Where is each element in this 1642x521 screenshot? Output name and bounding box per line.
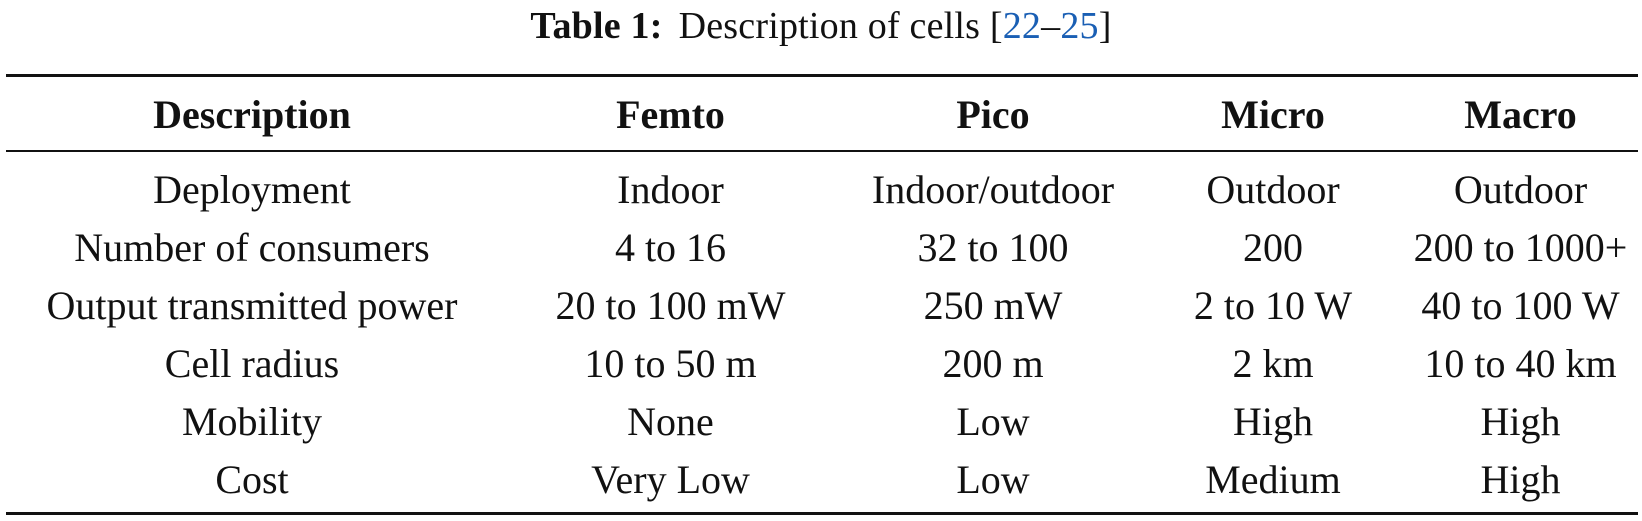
table-cell: 200	[1243, 224, 1303, 270]
table-row: Output transmitted power 20 to 100 mW 25…	[6, 276, 1638, 334]
table-cell: 250 mW	[923, 282, 1063, 328]
table-cell: Medium	[1205, 456, 1341, 502]
column-header-description: Description	[153, 91, 351, 137]
column-header-pico: Pico	[956, 91, 1030, 137]
column-header-micro: Micro	[1221, 91, 1325, 137]
table-cell: 10 to 50 m	[584, 340, 757, 386]
table-row: Deployment Indoor Indoor/outdoor Outdoor…	[6, 160, 1638, 218]
header-row: Description Femto Pico Micro Macro	[6, 80, 1638, 148]
column-header-macro: Macro	[1464, 91, 1577, 137]
table-cell: 200 to 1000+	[1413, 224, 1628, 270]
table-cell: 32 to 100	[917, 224, 1069, 270]
table-cell: 10 to 40 km	[1424, 340, 1617, 386]
table-cell: Outdoor	[1206, 166, 1340, 212]
table-cell: 2 km	[1232, 340, 1314, 386]
table-cell: High	[1480, 398, 1561, 444]
table-cell: 40 to 100 W	[1421, 282, 1620, 328]
table-cell: High	[1480, 456, 1561, 502]
table-body: Deployment Indoor Indoor/outdoor Outdoor…	[6, 160, 1638, 508]
table-cell: Low	[956, 456, 1030, 502]
table-cell: 2 to 10 W	[1193, 282, 1353, 328]
table-cell: Number of consumers	[74, 224, 430, 270]
table-cell: Very Low	[591, 456, 750, 502]
table-row: Number of consumers 4 to 16 32 to 100 20…	[6, 218, 1638, 276]
table-cell: High	[1233, 398, 1313, 444]
table-bottom-rule	[6, 512, 1638, 515]
table-row: Cost Very Low Low Medium High	[6, 450, 1638, 508]
table-cell: Deployment	[153, 166, 351, 212]
table-cell: Outdoor	[1453, 166, 1588, 212]
reference-link-22[interactable]: 22	[1002, 5, 1042, 47]
table-cell: Indoor/outdoor	[871, 166, 1115, 212]
column-header-femto: Femto	[616, 91, 725, 137]
table-cell: Low	[956, 398, 1030, 444]
table-caption: Table 1: Description of cells [22–25]	[0, 0, 1642, 52]
table-cell: Cost	[215, 456, 289, 502]
table-cell: Cell radius	[164, 340, 340, 386]
table-cell: Mobility	[181, 398, 323, 444]
table-caption-label: Table 1:	[530, 5, 663, 47]
table-cell: 200 m	[942, 340, 1044, 386]
table-top-rule	[6, 74, 1638, 77]
table-cell: Indoor	[617, 166, 724, 212]
reference-link-25[interactable]: 25	[1060, 5, 1099, 47]
table-header: Description Femto Pico Micro Macro	[6, 80, 1638, 148]
table-cell: None	[627, 398, 714, 444]
table-header-rule	[6, 150, 1638, 152]
table-cell: Output transmitted power	[46, 282, 458, 328]
table-cell: 20 to 100 mW	[555, 282, 786, 328]
table-caption-text: Description of cells [	[678, 5, 1003, 47]
table-cell: 4 to 16	[614, 224, 727, 270]
table-row: Cell radius 10 to 50 m 200 m 2 km 10 to …	[6, 334, 1638, 392]
reference-dash: –	[1041, 5, 1061, 47]
table-caption-close-bracket: ]	[1098, 5, 1112, 47]
table-row: Mobility None Low High High	[6, 392, 1638, 450]
